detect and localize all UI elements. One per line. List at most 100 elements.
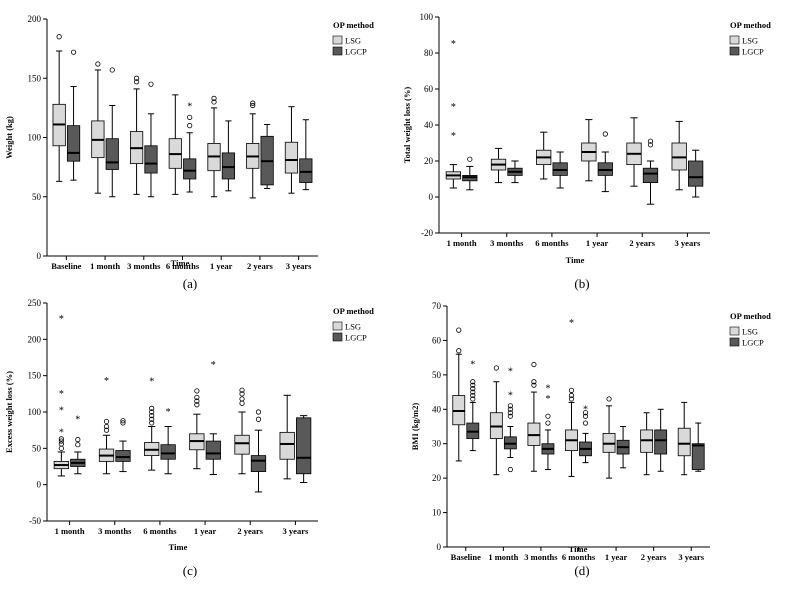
- y-tick-label: 10: [432, 508, 442, 518]
- outlier-circle: [470, 386, 476, 392]
- box-lgcp: [691, 422, 705, 472]
- outlier-circle: [582, 420, 589, 426]
- box-lgcp: [507, 160, 523, 184]
- outlier-circle: [239, 400, 245, 406]
- legend-label-lgcp: LGCP: [345, 47, 367, 57]
- outlier-star: *: [569, 318, 574, 329]
- y-tick-label: 0: [437, 542, 442, 552]
- outlier-circle: [456, 348, 462, 354]
- outlier-circle: [75, 437, 81, 443]
- x-tick-label: Baseline: [51, 261, 81, 271]
- outlier-circle: [250, 102, 256, 109]
- box-iqr: [66, 125, 81, 162]
- outlier-circle: [602, 131, 608, 137]
- x-tick-label: 3 months: [524, 552, 558, 562]
- legend-label-lgcp: LGCP: [742, 47, 764, 57]
- x-tick-label: 2 years: [641, 552, 667, 562]
- outlier-circle: [149, 405, 155, 411]
- box-iqr: [115, 450, 131, 462]
- box-lsg: * * *: [445, 39, 461, 189]
- y-tick-label: 200: [28, 14, 42, 24]
- box-lgcp: *: [183, 102, 197, 193]
- chart-panel-d: 0 10 20 30 40 50 60 70 BMI (kg/m2) Baseline 1 mont…: [410, 301, 771, 578]
- box-lsg: *: [98, 376, 115, 475]
- legend-label-lsg: LSG: [345, 322, 361, 332]
- outlier-star: *: [545, 394, 550, 405]
- outlier-circle: [507, 403, 513, 409]
- box-lsg: [129, 75, 144, 195]
- box-lgcp: [642, 138, 659, 205]
- outlier-circle: [194, 388, 200, 394]
- box-lgcp: [250, 409, 267, 493]
- outlier-circle: [470, 379, 476, 385]
- x-tick-label: 3 years: [678, 552, 704, 562]
- x-tick-label: 3 months: [98, 526, 132, 536]
- outlier-circle: [239, 387, 245, 393]
- box-iqr: [221, 152, 236, 180]
- box-lgcp: [66, 49, 81, 181]
- box-lgcp: [654, 408, 668, 472]
- box-lsg: [207, 95, 221, 198]
- y-tick-label: 70: [432, 301, 442, 311]
- chart-panel-b: -20 0 20 40 60 80 100 Total weight loss (%) 1 mo…: [402, 12, 771, 291]
- y-tick-label: 250: [28, 298, 42, 308]
- outlier-star: *: [104, 376, 109, 387]
- chart-panel-a: 0 50 100 150 200 Weight (kg) Baseline 1 month 3 …: [4, 14, 374, 291]
- y-tick-label: 40: [432, 404, 442, 414]
- outlier-circle: [582, 410, 589, 416]
- x-tick-label: 6 months: [143, 526, 177, 536]
- box-lsg: [246, 100, 260, 199]
- box-lsg: *: [565, 318, 578, 477]
- x-tick-label: 1 month: [488, 552, 518, 562]
- outlier-circle: [255, 416, 262, 422]
- outlier-star: *: [583, 404, 588, 415]
- box-iqr: [296, 417, 312, 475]
- outlier-circle: [194, 398, 200, 404]
- outlier-star: *: [166, 407, 171, 418]
- outlier-circle: [187, 114, 193, 120]
- outlier-circle: [531, 361, 537, 368]
- box-iqr: [688, 160, 704, 187]
- outlier-circle: [133, 79, 140, 85]
- box-lgcp: *: [205, 360, 221, 475]
- legend-swatch-lgcp: [729, 337, 740, 347]
- box-lsg: [489, 365, 503, 476]
- y-tick-label: 60: [424, 84, 434, 94]
- box-lgcp: *: [579, 404, 592, 464]
- box-lsg: [52, 34, 66, 182]
- panel-label: (c): [183, 563, 197, 578]
- outlier-circle: [545, 420, 551, 426]
- x-tick-label: 2 years: [237, 526, 263, 536]
- y-tick-label: 100: [28, 133, 42, 143]
- box-lgcp: [597, 131, 613, 193]
- box-lgcp: [462, 156, 478, 191]
- outlier-circle: [470, 396, 476, 402]
- outlier-circle: [103, 423, 110, 430]
- box-iqr: [284, 141, 299, 174]
- y-tick-label: 20: [424, 156, 434, 166]
- outlier-circle: [582, 413, 589, 419]
- y-axis-label: Excess weight loss (%): [4, 371, 14, 453]
- box-lsg: [671, 120, 687, 191]
- x-tick-label: 3 years: [675, 238, 701, 248]
- y-axis-label: BMI (kg/m2): [410, 403, 420, 451]
- outlier-circle: [58, 436, 64, 442]
- outlier-star: *: [59, 389, 64, 400]
- legend-swatch-lgcp: [332, 46, 343, 56]
- outlier-circle: [545, 413, 551, 419]
- outlier-circle: [568, 387, 575, 393]
- outlier-circle: [239, 391, 245, 397]
- box-iqr: [205, 440, 221, 460]
- outlier-star: *: [451, 131, 456, 142]
- legend-title: OP method: [730, 20, 771, 30]
- y-tick-label: -50: [29, 516, 41, 526]
- y-tick-label: 150: [28, 73, 42, 83]
- legend-label-lgcp: LGCP: [742, 338, 764, 348]
- box-lsg: [279, 394, 295, 480]
- x-tick-label: 6 months: [166, 261, 200, 271]
- outlier-circle: [133, 75, 140, 81]
- legend-swatch-lsg: [332, 35, 343, 45]
- outlier-circle: [109, 67, 115, 73]
